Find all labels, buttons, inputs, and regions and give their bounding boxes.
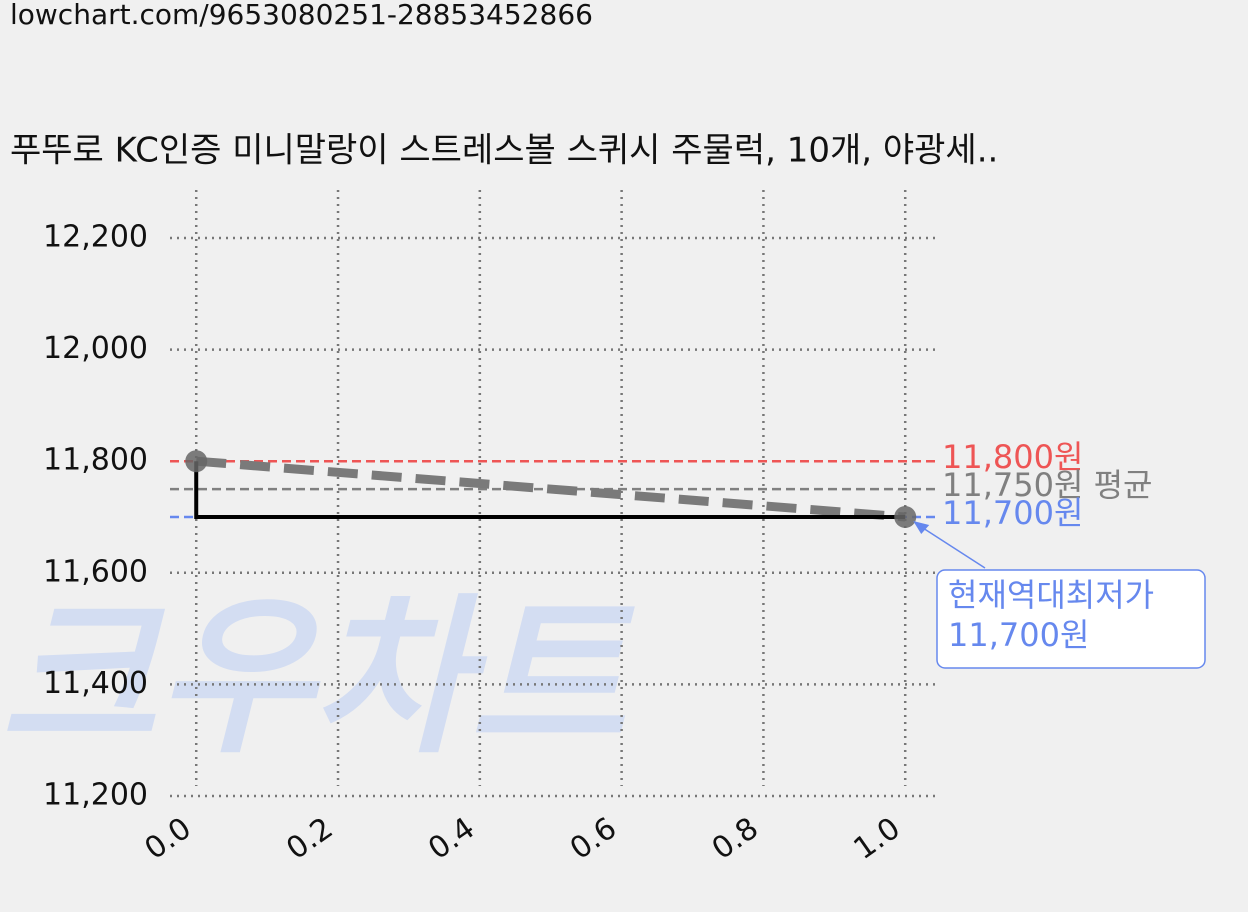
annotation-box bbox=[936, 569, 1206, 669]
y-tick-label: 11,200 bbox=[43, 778, 148, 813]
chart-title: 푸뚜로 KC인증 미니말랑이 스트레스볼 스퀴시 주물럭, 10개, 야광세.. bbox=[10, 131, 998, 171]
y-tick-label: 12,200 bbox=[43, 219, 148, 254]
annotation-text: 11,700원 bbox=[948, 616, 1089, 654]
watermark: 크우차트 bbox=[0, 579, 635, 777]
y-tick-label: 11,600 bbox=[43, 554, 148, 589]
url: lowchart.com/9653080251-28853452866 bbox=[10, 0, 593, 31]
reference-label: 11,700원 bbox=[942, 494, 1083, 532]
annotation-text: 현재역대최저가 bbox=[948, 576, 1154, 614]
y-tick-label: 11,400 bbox=[43, 666, 148, 701]
y-tick-label: 12,000 bbox=[43, 331, 148, 366]
annotation-arrow bbox=[914, 522, 986, 569]
price-point bbox=[894, 505, 917, 528]
price-line bbox=[195, 456, 906, 522]
annotation-arrowhead bbox=[913, 520, 930, 534]
y-tick-label: 11,800 bbox=[43, 443, 148, 478]
price-line bbox=[194, 461, 906, 519]
reference-label: 11,800원 bbox=[942, 438, 1083, 476]
price-point bbox=[185, 450, 208, 473]
reference-label: 11,750원 평균 bbox=[942, 466, 1152, 504]
